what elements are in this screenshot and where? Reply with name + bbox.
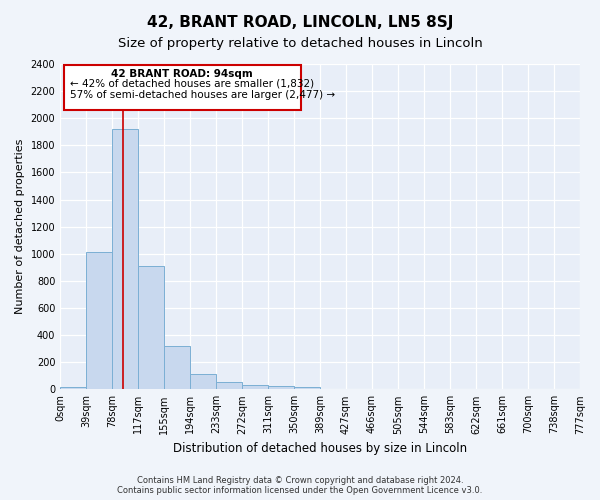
- Text: 42 BRANT ROAD: 94sqm: 42 BRANT ROAD: 94sqm: [112, 70, 253, 80]
- Text: Contains HM Land Registry data © Crown copyright and database right 2024.
Contai: Contains HM Land Registry data © Crown c…: [118, 476, 482, 495]
- Text: 57% of semi-detached houses are larger (2,477) →: 57% of semi-detached houses are larger (…: [70, 90, 335, 101]
- Bar: [242, 385, 268, 390]
- X-axis label: Distribution of detached houses by size in Lincoln: Distribution of detached houses by size …: [173, 442, 467, 455]
- Bar: [139, 266, 164, 390]
- Text: Size of property relative to detached houses in Lincoln: Size of property relative to detached ho…: [118, 38, 482, 51]
- Text: 42, BRANT ROAD, LINCOLN, LN5 8SJ: 42, BRANT ROAD, LINCOLN, LN5 8SJ: [147, 15, 453, 30]
- Bar: [86, 252, 112, 390]
- Bar: [112, 129, 139, 390]
- Bar: [190, 374, 216, 390]
- Bar: [60, 386, 86, 390]
- Bar: [268, 386, 295, 390]
- Text: ← 42% of detached houses are smaller (1,832): ← 42% of detached houses are smaller (1,…: [70, 79, 314, 89]
- Bar: [295, 386, 320, 390]
- FancyBboxPatch shape: [64, 66, 301, 110]
- Bar: [164, 346, 190, 390]
- Y-axis label: Number of detached properties: Number of detached properties: [15, 139, 25, 314]
- Bar: [216, 382, 242, 390]
